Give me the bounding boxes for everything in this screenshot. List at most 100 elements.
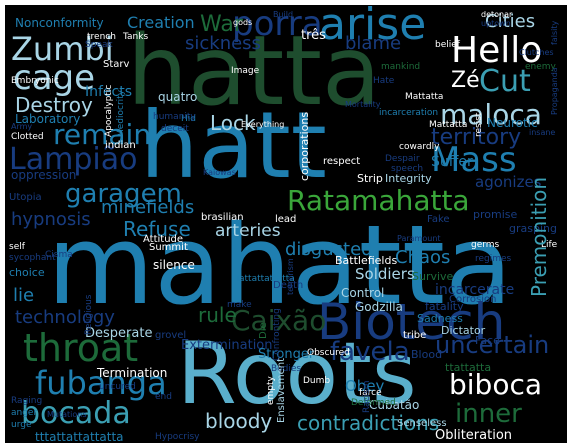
word-lead: lead <box>275 214 297 225</box>
word-cage: cage <box>13 58 96 98</box>
word-neurotic: Neurotic <box>487 116 538 130</box>
word-promise: promise <box>473 208 518 221</box>
word-destroy: Destroy <box>15 93 93 117</box>
word-mattatta-2: Mattatta <box>405 92 444 102</box>
word-quatro: quatro <box>158 90 198 104</box>
word-uncertain: uncertain <box>435 331 550 359</box>
word-fubanga: fubanga <box>35 364 167 402</box>
word-dictator: Dictator <box>441 324 486 337</box>
word-insane: insane <box>529 128 556 137</box>
word-incarceration: incarceration <box>379 108 439 118</box>
word-obey: Obey <box>345 377 385 395</box>
word-apocalyptic: Apocalyptic <box>104 84 114 137</box>
word-cut: Cut <box>479 64 531 99</box>
word-refuse: Refuse <box>123 217 191 241</box>
word-inner: inner <box>455 399 522 429</box>
word-fake: Fake <box>427 214 450 225</box>
word-biboca: biboca <box>449 368 543 401</box>
word-uptown: uptown <box>481 19 511 28</box>
word-raging: Raging <box>11 396 43 406</box>
word-image: Image <box>231 66 260 76</box>
word-maloca: maloca <box>440 98 542 131</box>
word-deceit: deceit <box>161 124 189 134</box>
word-indian: indian <box>105 140 136 151</box>
word-tanks: Tanks <box>123 32 149 42</box>
word-bloody: bloody <box>205 409 273 433</box>
word-silence: silence <box>153 258 195 272</box>
word-utopia: Utopia <box>9 192 42 203</box>
word-suffer: Suffer <box>431 154 473 170</box>
word-fatality: fatality <box>425 300 464 313</box>
word-zumbi: Zumbi <box>11 30 114 68</box>
word-technology: technology <box>15 307 115 328</box>
word-empty: empty <box>266 376 276 405</box>
word-grasping: grasping <box>509 222 557 235</box>
word-lampiao: Lampião <box>9 142 138 177</box>
word-garagem: garagem <box>65 179 182 209</box>
word-lock: Lock <box>210 111 256 135</box>
word-regimes: regimes <box>475 254 512 264</box>
word-respect: respect <box>323 156 361 167</box>
word-attitude: Attitude <box>143 234 184 245</box>
word-sickness: sickness <box>185 33 261 54</box>
word-disgusted: disgusted <box>285 239 373 260</box>
word-resist: resist <box>474 112 484 137</box>
word-die: Die <box>258 322 269 339</box>
word-ratamahatta: Ratamahatta <box>287 184 470 217</box>
word-bocada: bocada <box>21 396 131 431</box>
word-tattattattatta: Tattattattatta <box>235 274 295 284</box>
word-enslavement: Enslavement <box>276 358 287 423</box>
word-porra: porra <box>232 5 323 44</box>
word-remain: remain <box>53 118 152 151</box>
word-incarcerate: incarcerate <box>435 282 515 298</box>
word-tribe: tribe <box>403 330 427 341</box>
word-hello: Hello <box>451 30 543 71</box>
word-self: self <box>9 242 25 252</box>
word-ze: Zé <box>451 68 480 93</box>
word-mutations: Mutations <box>47 410 87 419</box>
word-tres: três <box>301 28 326 43</box>
word-mahatta: mahatta <box>47 201 513 329</box>
word-senseless: Senseless <box>397 418 447 429</box>
word-speech: speech <box>391 164 424 174</box>
word-end: end <box>155 392 172 402</box>
word-summit: Summit <box>149 242 188 253</box>
word-anger: anger <box>11 408 38 418</box>
word-oppression: oppression <box>11 168 77 182</box>
word-termination: Termination <box>97 366 168 380</box>
word-nonconformity: Nonconformity <box>15 16 104 30</box>
word-laboratory: Laboratory <box>15 112 81 126</box>
word-clutches: Clutches <box>519 48 554 57</box>
word-mankind: mankind <box>381 62 421 72</box>
word-hate: Hate <box>373 76 395 86</box>
word-extermination: Extermination <box>181 338 273 353</box>
word-mediocrity: Mediocrity <box>116 89 126 137</box>
word-mattatta: Mattatta <box>429 120 468 130</box>
word-roots: Roots <box>177 324 417 424</box>
word-trench: trench <box>87 32 116 42</box>
word-premonition: Premonition <box>527 176 551 297</box>
word-cloud: hatta hatt mahatta Roots Biotech Hello a… <box>5 5 567 443</box>
word-death: Death <box>273 280 304 291</box>
word-germs: germs <box>471 240 500 250</box>
word-desperate: Desperate <box>85 326 153 341</box>
word-build: Build <box>273 10 294 19</box>
word-stronger: Stronger <box>258 347 315 362</box>
word-uncured: uncured <box>99 382 136 392</box>
word-face: Face <box>475 334 500 347</box>
word-mortality: Mortality <box>345 100 381 109</box>
word-obscured: Obscured <box>307 348 350 358</box>
word-embryonic: Embryonic <box>11 76 59 86</box>
word-despair: Despair <box>385 154 420 164</box>
word-rule: rule <box>198 303 237 327</box>
word-cisma: Propaganda <box>550 67 559 115</box>
word-dumb: Dumb <box>303 376 331 386</box>
word-religious: Religious <box>84 294 94 336</box>
word-confronting: Confronting <box>272 308 282 361</box>
word-humanity: humanity <box>153 112 196 122</box>
word-deformed: Deformed <box>351 398 396 408</box>
word-blame: blame <box>345 33 402 54</box>
word-gods: gods <box>233 18 253 27</box>
word-paramount: Paramount <box>397 234 441 243</box>
word-blood: Blood <box>411 348 443 361</box>
